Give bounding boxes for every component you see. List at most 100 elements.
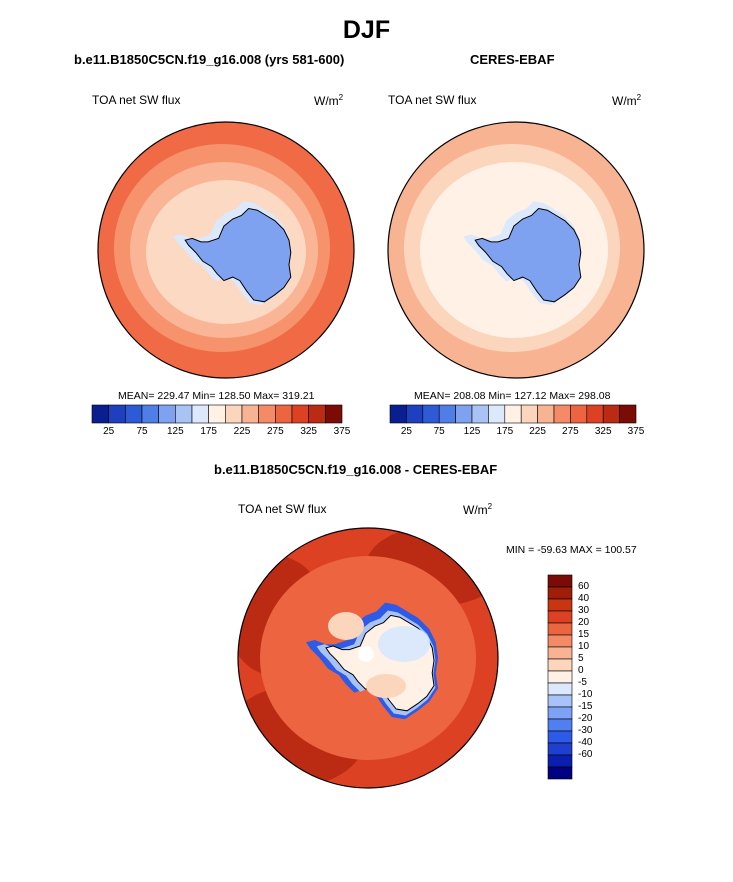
colorbar-tick-label: 25 (103, 426, 115, 437)
panel-left-label-obs: TOA net SW flux (388, 93, 477, 107)
page-title: DJF (342, 16, 391, 44)
map-antarctica (184, 207, 292, 303)
colorbar-cell (191, 404, 209, 424)
colorbar-tick-label: 125 (463, 426, 481, 437)
colorbar-cell (389, 404, 407, 424)
colorbar-model (91, 404, 343, 424)
colorbar-tick-label: 225 (233, 426, 251, 437)
map-model (97, 121, 355, 379)
colorbar-cell (547, 646, 573, 660)
colorbar-tick-label: -40 (578, 737, 593, 748)
map-pole (358, 646, 374, 662)
map-frame (237, 527, 499, 789)
colorbar-ticks-obs: 25 75 125 175 225 275 325 375 (390, 426, 645, 440)
colorbar-cell (619, 404, 637, 424)
colorbar-tick-label: -20 (578, 713, 593, 724)
colorbar-cell (225, 404, 243, 424)
map-obs (387, 121, 645, 379)
colorbar-cell (547, 754, 573, 768)
colorbar-cell (241, 404, 259, 424)
colorbar-tick-label: 25 (400, 426, 412, 437)
colorbar-tick-label: 20 (578, 617, 590, 628)
colorbar-cell (406, 404, 424, 424)
colorbar-tick-label: -10 (578, 689, 593, 700)
colorbar-tick-label: 175 (496, 426, 514, 437)
colorbar-cell (547, 598, 573, 612)
colorbar-cell (547, 718, 573, 732)
colorbar-cell (258, 404, 276, 424)
colorbar-tick-label: 5 (578, 653, 584, 664)
panel-units-diff: W/m2 (463, 502, 493, 517)
colorbar-cell (547, 586, 573, 600)
colorbar-tick-label: -60 (578, 749, 593, 760)
panel-units-model: W/m2 (314, 93, 344, 108)
colorbar-tick-label: 60 (578, 581, 590, 592)
colorbar-tick-label: 375 (627, 426, 645, 437)
colorbar-cell (141, 404, 159, 424)
colorbar-tick-label: 325 (300, 426, 317, 437)
map-patch (366, 674, 406, 698)
map-antarctica (474, 207, 582, 303)
colorbar-cell (547, 574, 573, 588)
panel-title-obs: CERES-EBAF (470, 52, 555, 67)
colorbar-tick-label: -15 (578, 701, 593, 712)
colorbar-cell (570, 404, 588, 424)
colorbar-cell (547, 682, 573, 696)
colorbar-cell (422, 404, 440, 424)
colorbar-cell (586, 404, 604, 424)
colorbar-cell (308, 404, 326, 424)
colorbar-cell (547, 706, 573, 720)
colorbar-cell (291, 404, 309, 424)
colorbar-tick-label: 0 (578, 665, 584, 676)
colorbar-cell (520, 404, 538, 424)
colorbar-tick-label: 125 (166, 426, 184, 437)
colorbar-cell (108, 404, 126, 424)
colorbar-cell (125, 404, 143, 424)
stats-obs: MEAN= 208.08 Min= 127.12 Max= 298.08 (414, 390, 611, 402)
colorbar-cell (158, 404, 176, 424)
colorbar-cell (553, 404, 571, 424)
colorbar-cell (504, 404, 522, 424)
colorbar-tick-label: 75 (136, 426, 148, 437)
colorbar-cell (275, 404, 293, 424)
colorbar-tick-label: 30 (578, 605, 590, 616)
colorbar-tick-label: -30 (578, 725, 593, 736)
colorbar-tick-label: 10 (578, 641, 590, 652)
stats-model: MEAN= 229.47 Min= 128.50 Max= 319.21 (118, 390, 315, 402)
colorbar-tick-label: 225 (529, 426, 546, 437)
panel-units-obs: W/m2 (612, 93, 642, 108)
colorbar-cell (325, 404, 343, 424)
panel-left-label-model: TOA net SW flux (92, 93, 181, 107)
colorbar-tick-label: 175 (200, 426, 217, 437)
colorbar-cell (547, 610, 573, 624)
colorbar-tick-label: 375 (333, 426, 351, 437)
colorbar-tick-label: 275 (562, 426, 579, 437)
colorbar-cell (547, 742, 573, 756)
colorbar-cell (547, 670, 573, 684)
colorbar-ticks-model: 25 75 125 175 225 275 325 375 (92, 426, 350, 440)
colorbar-cell (438, 404, 456, 424)
colorbar-tick-label: -5 (578, 677, 587, 688)
panel-left-label-diff: TOA net SW flux (238, 502, 327, 516)
colorbar-cell (602, 404, 620, 424)
colorbar-ticks-diff: 60 40 30 20 15 10 5 0 -5 -10 -15 -20 -30 -40 -60 (578, 575, 618, 779)
colorbar-cell (547, 622, 573, 636)
map-diff (237, 527, 499, 789)
stats-diff: MIN = -59.63 MAX = 100.57 (506, 544, 637, 556)
colorbar-cell (547, 658, 573, 672)
map-patch (328, 612, 364, 640)
colorbar-cell (547, 634, 573, 648)
panel-title-diff: b.e11.B1850C5CN.f19_g16.008 - CERES-EBAF (214, 462, 498, 477)
colorbar-cell (537, 404, 555, 424)
map-frame (387, 121, 645, 379)
colorbar-cell (455, 404, 473, 424)
colorbar-cell (547, 766, 573, 780)
colorbar-cell (175, 404, 193, 424)
map-patch (378, 626, 430, 662)
colorbar-cell (488, 404, 506, 424)
colorbar-cell (91, 404, 109, 424)
panel-title-model: b.e11.B1850C5CN.f19_g16.008 (yrs 581-600… (74, 52, 345, 67)
colorbar-tick-label: 275 (266, 426, 284, 437)
colorbar-tick-label: 40 (578, 593, 590, 604)
colorbar-tick-label: 15 (578, 629, 590, 640)
